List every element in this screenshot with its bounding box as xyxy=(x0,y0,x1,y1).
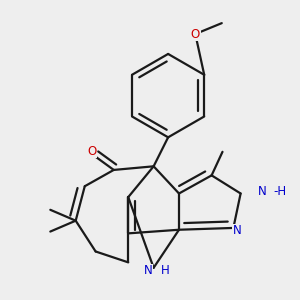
Text: N: N xyxy=(258,185,267,198)
Text: O: O xyxy=(87,145,97,158)
Text: N: N xyxy=(144,264,153,277)
Text: N: N xyxy=(232,224,242,237)
Text: -H: -H xyxy=(273,185,286,198)
Text: O: O xyxy=(191,28,200,40)
Text: H: H xyxy=(161,264,170,277)
